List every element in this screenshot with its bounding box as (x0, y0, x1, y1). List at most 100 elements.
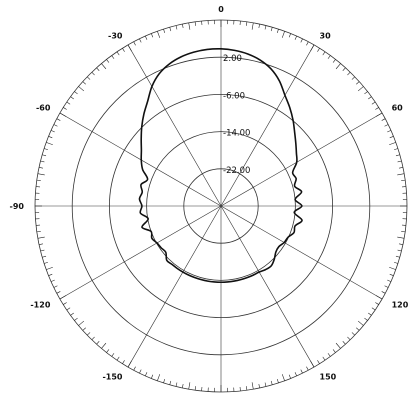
tick-mark (351, 332, 356, 336)
tick-mark (145, 372, 148, 377)
tick-mark (127, 360, 132, 368)
pattern-line (138, 47, 303, 284)
tick-mark (281, 374, 285, 381)
tick-mark (63, 107, 67, 110)
tick-mark (384, 285, 389, 288)
tick-mark (70, 312, 74, 316)
tick-mark (384, 124, 389, 127)
tick-mark (357, 86, 364, 92)
tick-mark (82, 81, 86, 85)
spoke-line (127, 205, 222, 368)
angle-labels: 030609120150-150-120-90-60-30 (10, 5, 409, 382)
tick-mark (246, 21, 248, 26)
tick-mark (151, 33, 154, 38)
tick-mark (157, 31, 161, 38)
angle-label: 30 (320, 31, 332, 40)
tick-mark (397, 249, 402, 252)
tick-mark (389, 266, 396, 270)
tick-mark (40, 249, 45, 252)
spoke-line (220, 205, 315, 368)
tick-mark (169, 27, 172, 32)
tick-mark (111, 55, 115, 59)
tick-mark (270, 27, 273, 32)
tick-mark (276, 29, 279, 34)
tick-mark (116, 51, 120, 56)
tick-mark (169, 380, 172, 385)
tick-mark (395, 154, 400, 157)
tick-mark (332, 349, 336, 353)
tick-mark (371, 307, 376, 311)
tick-mark (375, 302, 379, 305)
tick-mark (56, 291, 61, 294)
tick-mark (50, 279, 55, 282)
tick-mark (194, 21, 196, 26)
tick-mark (356, 81, 360, 85)
tick-mark (357, 320, 364, 326)
tick-mark (44, 261, 49, 264)
tick-mark (351, 76, 356, 80)
tick-mark (310, 360, 315, 368)
tick-mark (375, 107, 379, 110)
tick-mark (368, 312, 372, 316)
tick-mark (74, 317, 78, 321)
tick-mark (401, 179, 406, 181)
tick-mark (175, 25, 178, 30)
tick-mark (40, 160, 45, 163)
tick-mark (86, 332, 91, 336)
tick-mark (82, 327, 86, 331)
tick-mark (264, 25, 267, 30)
tick-mark (364, 91, 368, 95)
tick-mark (288, 374, 291, 379)
tick-marks (35, 20, 407, 392)
tick-mark (56, 118, 61, 121)
tick-mark (36, 179, 41, 181)
tick-mark (122, 360, 125, 364)
tick-mark (397, 160, 402, 163)
tick-mark (389, 136, 394, 139)
tick-mark (122, 48, 125, 52)
angle-label: -120 (30, 301, 50, 310)
tick-mark (139, 38, 142, 43)
tick-mark (276, 378, 279, 383)
tick-mark (306, 366, 309, 371)
spoke-line (127, 44, 222, 207)
tick-mark (78, 86, 85, 92)
tick-mark (63, 302, 67, 305)
tick-mark (111, 353, 115, 357)
tick-mark (317, 48, 320, 52)
tick-mark (133, 366, 136, 371)
tick-mark (246, 386, 248, 391)
tick-mark (371, 101, 376, 105)
tick-mark (281, 31, 285, 38)
angle-label: 60 (392, 104, 404, 113)
tick-mark (59, 112, 67, 117)
tick-mark (91, 336, 95, 341)
tick-mark (163, 378, 166, 383)
tick-mark (364, 317, 368, 321)
tick-mark (310, 44, 315, 52)
tick-mark (327, 55, 331, 59)
tick-mark (389, 142, 396, 146)
angle-label: 150 (320, 373, 337, 382)
spoke-line (220, 44, 315, 207)
tick-mark (163, 29, 166, 34)
tick-mark (342, 341, 346, 345)
tick-mark (381, 291, 386, 294)
tick-mark (335, 63, 341, 70)
tick-mark (294, 372, 297, 377)
tick-mark (401, 231, 406, 233)
tick-mark (53, 285, 58, 288)
tick-mark (66, 307, 71, 311)
ring-value-label: -6.00 (223, 91, 245, 101)
tick-mark (335, 342, 341, 349)
tick-mark (106, 349, 110, 353)
tick-mark (39, 167, 44, 169)
tick-mark (332, 59, 336, 63)
tick-mark (42, 154, 47, 157)
tick-mark (395, 255, 400, 258)
ring-labels: -22.00 -14.00 -6.00 2.00 (223, 54, 250, 176)
tick-mark (270, 380, 273, 385)
tick-mark (106, 59, 110, 63)
tick-mark (78, 320, 85, 326)
